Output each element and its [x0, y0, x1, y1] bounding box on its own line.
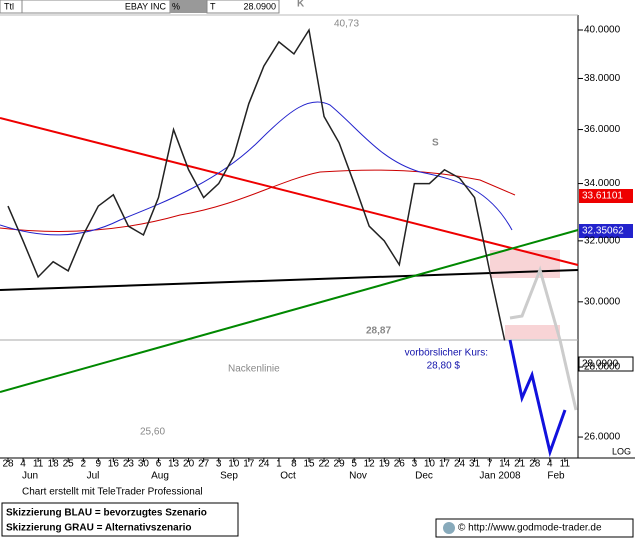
x-tick-label: 12 — [364, 459, 376, 470]
annotation: 28,80 $ — [427, 361, 461, 372]
logo — [443, 522, 455, 534]
x-tick-label: 21 — [514, 459, 526, 470]
x-tick-label: 17 — [439, 459, 451, 470]
x-tick-label: 23 — [123, 459, 135, 470]
y-tick-label: 34.0000 — [584, 178, 621, 189]
zone — [490, 250, 560, 278]
x-tick-label: 26 — [394, 459, 406, 470]
annotation: 40,73 — [334, 19, 359, 30]
y-tick-label: 30.0000 — [584, 296, 621, 307]
x-tick-label: 29 — [334, 459, 346, 470]
x-tick-label: 28 — [2, 459, 14, 470]
x-tick-label: 4 — [547, 459, 553, 470]
x-tick-label: 22 — [318, 459, 330, 470]
price-tag — [579, 189, 633, 203]
month-label: Aug — [151, 471, 169, 482]
resistance-line — [0, 117, 579, 266]
y-tick-label: 38.0000 — [584, 73, 621, 84]
x-tick-label: 3 — [412, 459, 418, 470]
x-tick-label: 8 — [291, 459, 297, 470]
month-label: Feb — [547, 471, 565, 482]
zone — [505, 325, 560, 339]
x-tick-label: 24 — [258, 459, 270, 470]
x-tick-label: 20 — [183, 459, 195, 470]
url-box — [435, 518, 634, 538]
x-tick-label: 10 — [424, 459, 436, 470]
price-line — [7, 27, 506, 341]
x-tick-label: 31 — [469, 459, 481, 470]
x-tick-label: 24 — [454, 459, 466, 470]
x-tick-label: 2 — [80, 459, 86, 470]
scenario-grey — [509, 265, 578, 411]
x-tick-label: 14 — [499, 459, 511, 470]
x-tick-label: 30 — [138, 459, 150, 470]
price-tag-label: 28.0900 — [582, 359, 619, 370]
x-tick-label: 16 — [108, 459, 120, 470]
x-tick-label: 7 — [487, 459, 493, 470]
month-label: Nov — [349, 471, 367, 482]
price-tag — [578, 356, 634, 372]
credit: Chart erstellt mit TeleTrader Profession… — [22, 487, 203, 498]
month-label: Jun — [22, 471, 38, 482]
legend-box — [1, 502, 239, 537]
y-tick-label: 26.0000 — [584, 432, 621, 443]
neckline — [0, 269, 579, 291]
x-tick-label: 25 — [63, 459, 75, 470]
price-tag — [579, 224, 633, 238]
header-last: 28.0900 — [243, 1, 276, 11]
header-t: T — [210, 1, 216, 11]
legend-text: Skizzierung BLAU = bevorzugtes Szenario — [6, 508, 207, 519]
y-tick-label: 32.0000 — [584, 235, 621, 246]
month-label: Jul — [87, 471, 100, 482]
header-box — [206, 0, 280, 14]
x-tick-label: 19 — [379, 459, 391, 470]
x-tick-label: 17 — [243, 459, 255, 470]
x-tick-label: 1 — [276, 459, 282, 470]
y-tick-label: 40.0000 — [584, 25, 621, 36]
month-label: Sep — [220, 471, 238, 482]
ma-short — [0, 101, 513, 236]
month-label: Jan 2008 — [479, 471, 521, 482]
ma-long — [0, 169, 516, 232]
annotation: Nackenlinie — [228, 364, 280, 375]
x-tick-label: 28 — [529, 459, 541, 470]
x-tick-label: 27 — [198, 459, 210, 470]
x-tick-label: 18 — [48, 459, 60, 470]
annotation: vorbörslicher Kurs: — [405, 348, 488, 359]
month-label: Oct — [280, 471, 296, 482]
header-box — [170, 0, 207, 13]
price-tag-label: 33.61101 — [582, 191, 623, 202]
annotation: S — [432, 138, 439, 149]
url: © http://www.godmode-trader.de — [458, 523, 602, 534]
scale-label: LOG — [612, 446, 631, 456]
x-tick-label: 11 — [33, 459, 44, 470]
header-symbol: EBAY INC — [125, 1, 167, 11]
month-label: Dec — [415, 471, 433, 482]
annotation: 28,87 — [366, 326, 391, 337]
x-tick-label: 10 — [228, 459, 240, 470]
x-tick-label: 6 — [156, 459, 162, 470]
x-tick-label: 9 — [96, 459, 102, 470]
x-tick-label: 15 — [303, 459, 315, 470]
header-tag: Ttl — [4, 1, 14, 11]
header-percent: % — [172, 1, 180, 11]
x-tick-label: 11 — [560, 459, 571, 470]
x-tick-label: 5 — [351, 459, 357, 470]
annotation: K — [297, 0, 305, 10]
y-tick-label: 28.0000 — [584, 362, 621, 373]
y-tick-label: 36.0000 — [584, 124, 621, 135]
x-tick-label: 4 — [20, 459, 26, 470]
legend-text: Skizzierung GRAU = Alternativszenario — [6, 523, 192, 534]
scenario-blue — [508, 339, 567, 458]
x-tick-label: 13 — [168, 459, 180, 470]
support-line — [0, 229, 579, 393]
price-tag-label: 32.35062 — [582, 226, 624, 237]
annotation: 25,60 — [140, 427, 165, 438]
x-tick-label: 3 — [216, 459, 222, 470]
